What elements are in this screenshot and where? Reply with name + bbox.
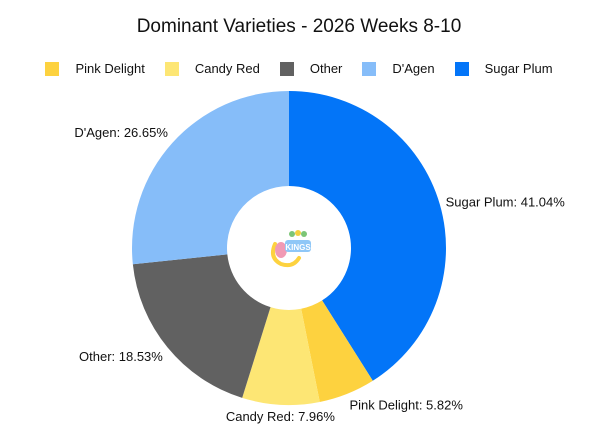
- slice-label: D'Agen: 26.65%: [74, 125, 168, 140]
- donut-slice[interactable]: [301, 300, 373, 402]
- slice-label: Sugar Plum: 41.04%: [446, 195, 566, 210]
- legend-swatch: [454, 61, 469, 76]
- legend-swatch: [362, 61, 377, 76]
- slice-label: Other: 18.53%: [79, 349, 163, 364]
- donut-slice[interactable]: [242, 307, 320, 405]
- legend-swatch: [279, 61, 294, 76]
- legend-item[interactable]: Pink Delight: [45, 61, 145, 76]
- fruit-logo-icon: KINGS: [271, 230, 311, 268]
- legend-label: Candy Red: [194, 61, 260, 76]
- slice-label: Candy Red: 7.96%: [226, 409, 336, 424]
- legend-label: Other: [309, 61, 343, 76]
- legend-item[interactable]: Sugar Plum: [454, 61, 553, 76]
- legend-item[interactable]: Other: [279, 61, 343, 76]
- donut-slice[interactable]: [289, 91, 447, 381]
- legend-item[interactable]: Candy Red: [164, 61, 260, 76]
- chart-legend: Pink Delight Candy Red Other D'Agen Sugar Pl…: [0, 61, 598, 76]
- chart-title: Dominant Varieties - 2026 Weeks 8-10: [136, 16, 462, 37]
- slice-label: Pink Delight: 5.82%: [349, 397, 463, 412]
- legend-label: Sugar Plum: [484, 61, 553, 76]
- donut-slice[interactable]: [131, 91, 289, 265]
- legend-swatch: [164, 61, 179, 76]
- legend-label: Pink Delight: [75, 61, 145, 76]
- logo-text: KINGS: [285, 243, 311, 252]
- legend-item[interactable]: D'Agen: [362, 61, 435, 76]
- donut-slice[interactable]: [132, 254, 271, 398]
- legend-label: D'Agen: [392, 61, 435, 76]
- legend-swatch: [45, 61, 60, 76]
